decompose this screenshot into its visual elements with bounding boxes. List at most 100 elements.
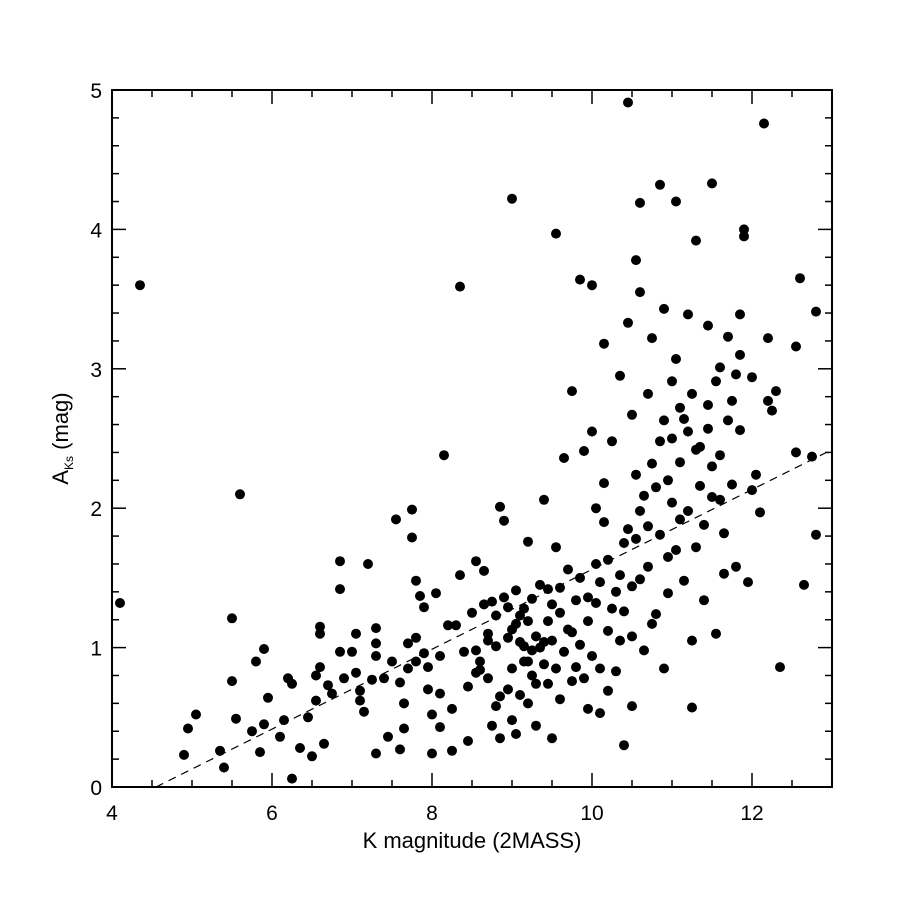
data-point (499, 592, 509, 603)
data-point (731, 369, 741, 380)
data-point (671, 354, 681, 364)
data-point (479, 599, 489, 610)
data-point (643, 561, 653, 572)
data-point (611, 586, 621, 597)
data-point (627, 581, 637, 592)
data-point (555, 582, 565, 593)
data-point (775, 662, 785, 673)
data-point (571, 595, 581, 606)
data-point (447, 703, 457, 714)
data-point (491, 701, 501, 712)
data-point (699, 595, 709, 606)
data-point (539, 494, 549, 505)
data-point (739, 224, 749, 235)
data-point (483, 673, 493, 684)
data-point (423, 662, 433, 673)
y-tick-label: 3 (90, 359, 102, 382)
data-point (643, 521, 653, 532)
data-point (735, 309, 745, 320)
data-point (191, 709, 201, 720)
x-tick-label: 8 (426, 802, 438, 825)
data-point (551, 663, 561, 674)
data-point (575, 639, 585, 650)
data-point (747, 372, 757, 383)
data-point (471, 667, 481, 678)
y-axis-label: AKs (mag) (48, 392, 76, 484)
data-point (559, 453, 569, 463)
data-point (667, 433, 677, 444)
data-point (315, 621, 325, 632)
data-point (575, 274, 585, 285)
data-point (711, 376, 721, 387)
data-point (627, 409, 637, 420)
data-point (523, 616, 533, 627)
data-point (315, 662, 325, 673)
data-point (335, 646, 345, 657)
data-point (475, 656, 485, 667)
data-point (551, 228, 561, 239)
data-point (451, 620, 461, 631)
data-point (351, 667, 361, 678)
data-point (707, 492, 717, 502)
data-point (599, 517, 609, 528)
x-tick-label: 10 (580, 802, 603, 825)
data-point (695, 441, 705, 452)
data-point (615, 570, 625, 581)
data-point (759, 118, 769, 129)
y-tick-label: 1 (90, 638, 102, 661)
x-tick-label: 6 (266, 802, 278, 825)
data-point (771, 386, 781, 397)
data-point (695, 480, 705, 491)
data-point (519, 656, 529, 667)
data-point (647, 618, 657, 629)
data-point (659, 415, 669, 426)
data-point (471, 556, 481, 567)
data-point (591, 503, 601, 514)
data-point (335, 556, 345, 567)
data-point (403, 638, 413, 649)
data-point (507, 193, 517, 204)
data-point (403, 663, 413, 674)
data-point (503, 684, 513, 695)
data-point (463, 736, 473, 746)
data-point (335, 584, 345, 595)
data-point (391, 514, 401, 525)
data-point (655, 179, 665, 190)
data-point (575, 572, 585, 583)
data-point (435, 651, 445, 661)
data-point (347, 646, 357, 657)
data-point (287, 773, 297, 784)
data-point (611, 666, 621, 677)
data-point (483, 635, 493, 646)
data-point (643, 388, 653, 399)
data-point (295, 743, 305, 753)
data-point (675, 514, 685, 525)
data-point (371, 638, 381, 649)
data-point (355, 685, 365, 696)
data-point (603, 685, 613, 696)
data-point (515, 637, 525, 647)
data-point (811, 529, 821, 540)
data-point (735, 349, 745, 360)
data-point (555, 694, 565, 705)
data-point (751, 469, 761, 480)
data-point (631, 469, 641, 480)
x-tick-label: 4 (106, 802, 118, 825)
data-point (491, 610, 501, 621)
data-point (219, 762, 229, 773)
data-point (683, 426, 693, 437)
data-point (339, 673, 349, 684)
data-point (551, 542, 561, 553)
y-tick-label: 4 (90, 219, 102, 242)
data-point (683, 309, 693, 320)
y-tick-label: 5 (90, 80, 102, 103)
data-point (351, 628, 361, 639)
data-point (483, 628, 493, 639)
data-point (455, 570, 465, 581)
data-point (727, 479, 737, 490)
data-point (703, 320, 713, 331)
data-point (535, 579, 545, 590)
